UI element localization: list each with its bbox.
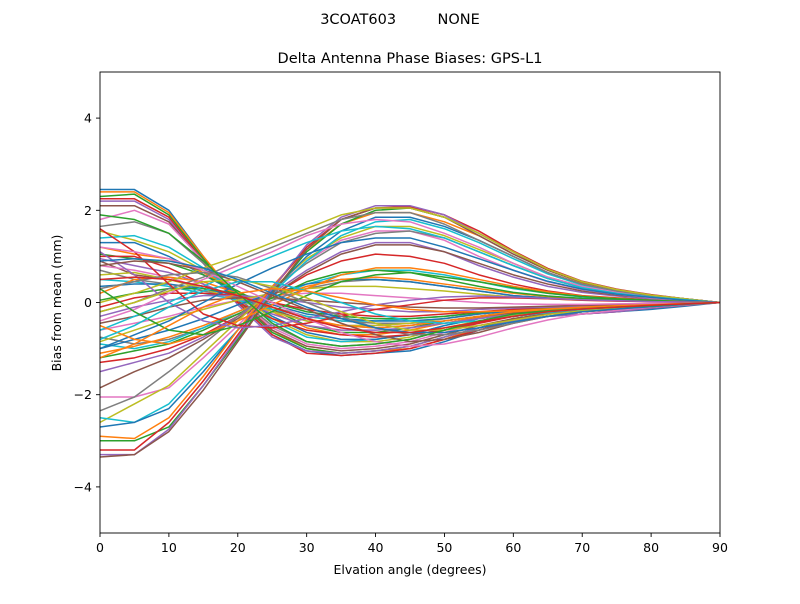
chart-title: Delta Antenna Phase Biases: GPS-L1 (278, 51, 543, 67)
series-line-57 (99, 246, 721, 348)
series-line-59 (99, 278, 721, 331)
series-layer (99, 188, 721, 458)
x-tick-label: 80 (643, 540, 659, 555)
series-line-51 (99, 237, 721, 350)
x-tick-label: 20 (230, 540, 246, 555)
x-tick-label: 10 (161, 540, 177, 555)
y-tick-label: 2 (84, 203, 92, 218)
x-axis-label: Elvation angle (degrees) (333, 562, 486, 577)
series-line-26 (99, 297, 721, 324)
y-tick-label: −2 (74, 387, 92, 402)
axes-layer: 0 10 20 30 40 50 60 70 80 90 −4 −2 0 2 4 (74, 71, 728, 555)
series-line-36 (99, 244, 721, 389)
series-line-47 (99, 218, 721, 322)
series-line-35 (99, 241, 721, 373)
series-line-64 (99, 276, 721, 334)
chart-suptitle: 3COAT603 NONE (320, 12, 480, 28)
x-tick-label: 0 (96, 540, 104, 555)
series-line-55 (99, 251, 721, 329)
x-tick-label: 60 (505, 540, 521, 555)
series-line-48 (99, 211, 721, 313)
x-tick-label: 30 (299, 540, 315, 555)
y-tick-label: 0 (84, 295, 92, 310)
x-tick-label: 70 (574, 540, 590, 555)
series-line-53 (99, 271, 721, 336)
x-tick-label: 40 (368, 540, 384, 555)
x-tick-label: 90 (712, 540, 728, 555)
x-tick-label: 50 (436, 540, 452, 555)
y-tick-label: 4 (84, 111, 92, 126)
series-line-62 (99, 287, 721, 359)
y-tick-label: −4 (74, 479, 92, 494)
y-axis-label: Bias from mean (mm) (49, 235, 64, 372)
